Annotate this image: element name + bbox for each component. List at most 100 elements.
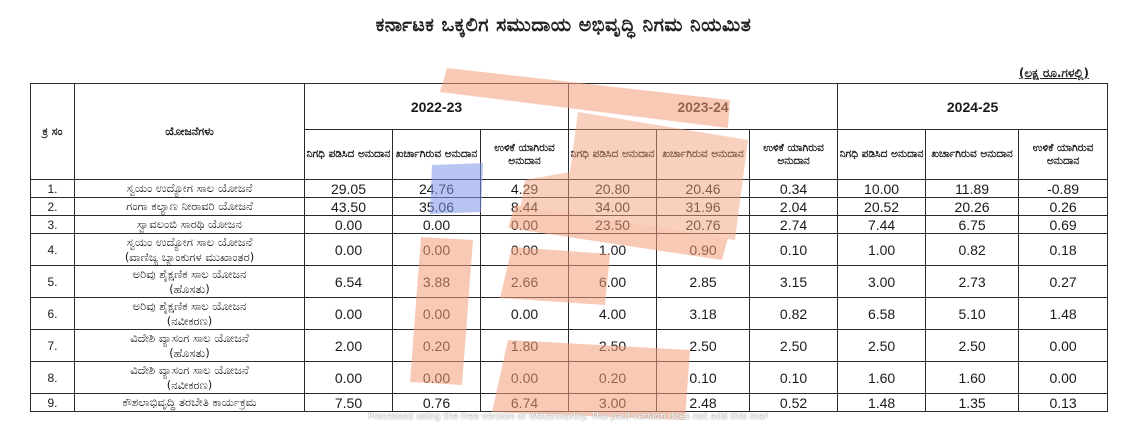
- amount-cell: 23.50: [568, 215, 658, 234]
- document-title: ಕರ್ನಾಟಕ ಒಕ್ಕಲಿಗ ಸಮುದಾಯ ಅಭಿವೃದ್ಧಿ ನಿಗಮ ನಿ…: [375, 14, 752, 36]
- allocated-header: ನಿಗಧಿ ಪಡಿಸಿದ ಅನುದಾನ: [304, 129, 393, 180]
- scheme-header: ಯೋಜನೆಗಳು: [74, 83, 305, 180]
- amount-cell: 0.27: [1018, 265, 1109, 298]
- amount-cell: 0.00: [304, 361, 393, 394]
- amount-cell: 10.00: [837, 179, 927, 198]
- serial-number: 8.: [30, 361, 75, 394]
- scheme-name: ವಿದೇಶಿ ವ್ಯಾಸಂಗ ಸಾಲ ಯೋಜನೆ (ನವೀಕರಣ): [74, 361, 305, 394]
- scheme-name: ಸ್ವಯಂ ಉದ್ಯೋಗ ಸಾಲ ಯೋಜನೆ: [74, 179, 305, 198]
- amount-cell: 4.00: [568, 297, 658, 330]
- table-row: 1. ಸ್ವಯಂ ಉದ್ಯೋಗ ಸಾಲ ಯೋಜನೆ 29.05 24.76 4.29 20…: [30, 179, 1109, 198]
- serial-number: 5.: [30, 265, 75, 298]
- balance-header: ಉಳಿಕೆ ಯಾಗಿರುವ ಅನುದಾನ: [749, 129, 839, 180]
- amount-cell: 0.90: [656, 233, 751, 266]
- amount-cell: 6.00: [568, 265, 658, 298]
- amount-cell: 0.00: [479, 215, 570, 234]
- scheme-name-subline: (ಹೊಸತು): [169, 345, 210, 360]
- amount-cell: 0.00: [479, 233, 570, 266]
- amount-cell: 5.10: [925, 297, 1020, 330]
- table-row: 7. ವಿದೇಶಿ ವ್ಯಾಸಂಗ ಸಾಲ ಯೋಜನೆ (ಹೊಸತು) 2.00 0.2…: [30, 329, 1109, 362]
- amount-cell: 24.76: [392, 179, 481, 198]
- amount-cell: 2.73: [925, 265, 1020, 298]
- grant-table: ಕ್ರ ಸಂ ಯೋಜನೆಗಳು 2022-23 2023-24 2024-25 …: [30, 83, 1109, 412]
- amount-cell: 31.96: [656, 197, 751, 216]
- amount-cell: 2.50: [925, 329, 1020, 362]
- scheme-name: ವಿದೇಶಿ ವ್ಯಾಸಂಗ ಸಾಲ ಯೋಜನೆ (ಹೊಸತು): [74, 329, 305, 362]
- amount-cell: 2.50: [749, 329, 839, 362]
- amount-cell: 0.00: [1018, 361, 1109, 394]
- balance-header: ಉಳಿಕೆ ಯಾಗಿರುವ ಅನುದಾನ: [1018, 129, 1109, 180]
- amount-cell: 1.00: [837, 233, 927, 266]
- amount-cell: 20.46: [656, 179, 751, 198]
- amount-cell: 0.00: [304, 233, 393, 266]
- amount-cell: 2.04: [749, 197, 839, 216]
- amount-cell: 0.00: [304, 215, 393, 234]
- amount-cell: 2.48: [656, 393, 751, 412]
- scheme-name-line: ಅರಿವು ಶೈಕ್ಷಣಿಕ ಸಾಲ ಯೋಜನ: [132, 298, 247, 313]
- balance-header: ಉಳಿಕೆ ಯಾಗಿರುವ ಅನುದಾನ: [479, 129, 570, 180]
- amount-cell: 20.80: [568, 179, 658, 198]
- amount-cell: 20.76: [656, 215, 751, 234]
- amount-cell: 35.06: [392, 197, 481, 216]
- scheme-name: ಸ್ವಯಂ ಉದ್ಯೋಗ ಸಾಲ ಯೋಜನೆ (ವಾಣಿಜ್ಯ ಬ್ಯಾಂಕುಗಳ…: [74, 233, 305, 266]
- table-row: 5. ಅರಿವು ಶೈಕ್ಷಣಿಕ ಸಾಲ ಯೋಜನ (ಹೊಸತು) 6.54 3.88…: [30, 265, 1109, 298]
- table-row: 6. ಅರಿವು ಶೈಕ್ಷಣಿಕ ಸಾಲ ಯೋಜನ (ನವೀಕರಣ) 0.00 0.0…: [30, 297, 1109, 330]
- amount-cell: 0.00: [1018, 329, 1109, 362]
- amount-cell: 1.35: [925, 393, 1020, 412]
- amount-cell: 1.60: [837, 361, 927, 394]
- amount-cell: 2.85: [656, 265, 751, 298]
- scheme-name-subline: (ನವೀಕರಣ): [166, 313, 213, 328]
- amount-cell: 8.44: [479, 197, 570, 216]
- amount-cell: 0.00: [392, 233, 481, 266]
- scheme-name-line: ಕೌಶಲಾಭಿವೃದ್ಧಿ ತರಬೇತಿ ಕಾರ್ಯಕ್ರಮ: [122, 395, 257, 409]
- amount-cell: 0.10: [749, 361, 839, 394]
- amount-cell: 2.66: [479, 265, 570, 298]
- serial-number: 4.: [30, 233, 75, 266]
- amount-cell: 2.50: [837, 329, 927, 362]
- amount-cell: 2.50: [656, 329, 751, 362]
- amount-cell: 0.10: [656, 361, 751, 394]
- amount-cell: 3.18: [656, 297, 751, 330]
- amount-cell: 20.52: [837, 197, 927, 216]
- scheme-name: ಕೌಶಲಾಭಿವೃದ್ಧಿ ತರಬೇತಿ ಕಾರ್ಯಕ್ರಮ: [74, 393, 305, 412]
- amount-cell: 1.60: [925, 361, 1020, 394]
- amount-cell: 0.18: [1018, 233, 1109, 266]
- amount-cell: 34.00: [568, 197, 658, 216]
- year-header: 2022-23: [303, 83, 570, 130]
- scheme-name-subline: (ವಾಣಿಜ್ಯ ಬ್ಯಾಂಕುಗಳ ಮುಖಾಂತರ): [124, 249, 255, 264]
- scheme-name: ಅರಿವು ಶೈಕ್ಷಣಿಕ ಸಾಲ ಯೋಜನ (ಹೊಸತು): [74, 265, 305, 298]
- amount-cell: 29.05: [304, 179, 393, 198]
- amount-cell: 0.52: [749, 393, 839, 412]
- amount-cell: 0.00: [479, 297, 570, 330]
- table-row: 2. ಗಂಗಾ ಕಲ್ಯಾಣ ನೀರಾವರಿ ಯೋಜನೆ 43.50 35.06 8.4…: [30, 197, 1109, 216]
- amount-cell: 1.80: [479, 329, 570, 362]
- amount-cell: 7.50: [304, 393, 393, 412]
- allocated-header: ನಿಗಧಿ ಪಡಿಸಿದ ಅನುದಾನ: [568, 129, 658, 180]
- amount-cell: 0.20: [568, 361, 658, 394]
- spent-header: ಖರ್ಚಾಗಿರುವ ಅನುದಾನ: [656, 129, 751, 180]
- serial-number: 9.: [30, 393, 75, 412]
- amount-cell: 1.00: [568, 233, 658, 266]
- year-header: 2024-25: [837, 83, 1109, 130]
- amount-cell: 1.48: [837, 393, 927, 412]
- amount-cell: 3.00: [837, 265, 927, 298]
- amount-cell: 43.50: [304, 197, 393, 216]
- amount-cell: 0.82: [749, 297, 839, 330]
- spent-header: ಖರ್ಚಾಗಿರುವ ಅನುದಾನ: [392, 129, 481, 180]
- table-row: 9. ಕೌಶಲಾಭಿವೃದ್ಧಿ ತರಬೇತಿ ಕಾರ್ಯಕ್ರಮ 7.50 0.76…: [30, 393, 1109, 412]
- amount-cell: 11.89: [925, 179, 1020, 198]
- amount-cell: 0.13: [1018, 393, 1109, 412]
- watermark-footer: Processed using the free version of Wate…: [368, 412, 768, 422]
- amount-cell: 6.54: [304, 265, 393, 298]
- amount-cell: 3.00: [568, 393, 658, 412]
- unit-note: (ಲಕ್ಷ ರೂ.ಗಳಲ್ಲಿ): [1018, 66, 1089, 80]
- year-header: 2023-24: [568, 83, 839, 130]
- amount-cell: 1.48: [1018, 297, 1109, 330]
- scheme-name-line: ಸ್ವಯಂ ಉದ್ಯೋಗ ಸಾಲ ಯೋಜನೆ: [126, 181, 253, 195]
- scheme-name-line: ವಿದೇಶಿ ವ್ಯಾಸಂಗ ಸಾಲ ಯೋಜನೆ: [130, 330, 249, 345]
- serial-number: 7.: [30, 329, 75, 362]
- amount-cell: 0.10: [749, 233, 839, 266]
- amount-cell: 0.00: [392, 215, 481, 234]
- scheme-name-line: ಗಂಗಾ ಕಲ್ಯಾಣ ನೀರಾವರಿ ಯೋಜನೆ: [126, 199, 253, 213]
- amount-cell: 0.82: [925, 233, 1020, 266]
